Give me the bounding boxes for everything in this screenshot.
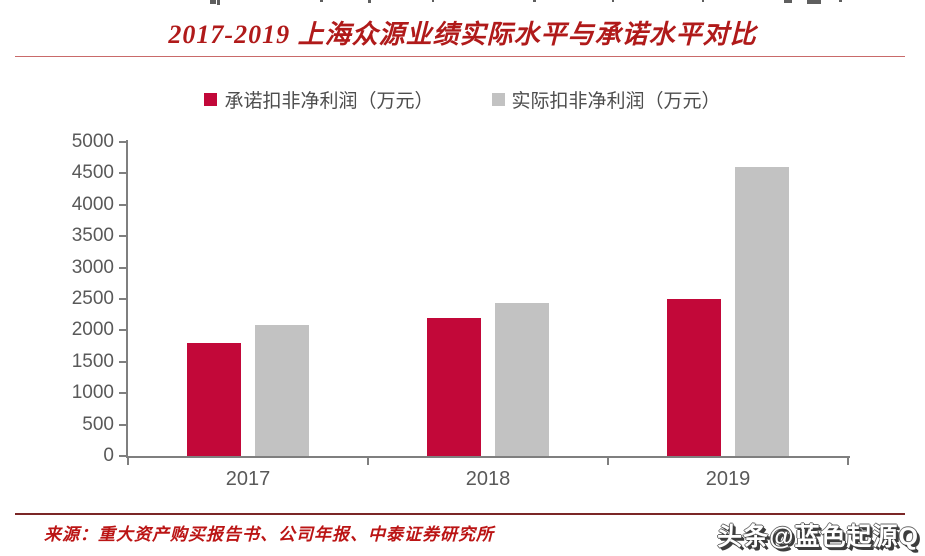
cropped-text-speck	[839, 0, 842, 2]
y-axis-tick	[119, 203, 126, 206]
y-axis-tick-label: 2500	[71, 288, 114, 309]
x-axis-category-label: 2019	[705, 468, 751, 490]
cropped-text-speck	[702, 0, 704, 2]
y-axis-tick-label: 5000	[71, 131, 114, 152]
legend-item-promised: 承诺扣非净利润（万元）	[204, 86, 434, 113]
y-axis-tick-label: 4500	[71, 162, 114, 184]
plot-area: 0 500 1000 1500 2000 2500 3000 3500 4000 4500 5000…	[72, 131, 850, 490]
bar-2019-series1	[735, 167, 789, 456]
y-axis-tick-label: 500	[82, 413, 114, 435]
cropped-text-speck	[432, 0, 434, 2]
x-axis-tick	[127, 458, 129, 465]
x-axis-category-label: 2017	[225, 468, 271, 490]
chart-title: 2017-2019 上海众源业绩实际水平与承诺水平对比	[168, 20, 757, 49]
legend-swatch-gray	[491, 93, 505, 106]
footer-divider	[15, 513, 905, 515]
y-axis-tick	[119, 172, 126, 175]
bar-2017-series1	[255, 325, 309, 456]
legend-swatch-red	[204, 93, 218, 106]
y-axis-tick	[119, 141, 126, 143]
watermark: 头条@蓝色起源Q	[717, 523, 919, 551]
x-axis-tick	[847, 458, 849, 465]
y-axis-tick	[119, 392, 126, 395]
x-axis-tick	[367, 458, 369, 465]
title-divider	[15, 56, 905, 57]
bar-2019-series0	[667, 299, 721, 456]
cropped-text-speck	[612, 0, 614, 2]
x-axis-tick	[607, 458, 609, 465]
y-axis-tick-label: 0	[103, 445, 114, 466]
cropped-text-speck	[784, 0, 792, 3]
legend-label: 承诺扣非净利润（万元）	[224, 91, 434, 112]
y-axis-tick-label: 1500	[71, 350, 114, 372]
legend-label: 实际扣非净利润（万元）	[511, 91, 721, 112]
y-axis-tick	[119, 455, 126, 457]
bar-2017-series0	[187, 342, 241, 456]
y-axis-tick	[119, 360, 126, 363]
y-axis-tick-label: 2000	[71, 319, 114, 341]
legend-item-actual: 实际扣非净利润（万元）	[491, 86, 721, 113]
y-axis-tick	[119, 329, 126, 332]
y-axis-tick	[119, 266, 126, 269]
cropped-text-speck	[217, 0, 220, 5]
y-axis-tick-label: 4000	[71, 193, 114, 215]
bar-2018-series0	[427, 317, 481, 456]
y-axis-tick	[119, 423, 126, 426]
bar-2018-series1	[495, 303, 549, 456]
cropped-text-speck	[807, 0, 821, 4]
cropped-text-speck	[210, 0, 216, 4]
y-axis-line	[126, 140, 128, 458]
x-axis-category-label: 2018	[465, 468, 511, 490]
y-axis-tick	[119, 298, 126, 300]
cropped-text-speck	[368, 0, 371, 3]
source-note: 来源：重大资产购买报告书、公司年报、中泰证券研究所	[44, 525, 494, 544]
cropped-text-speck	[320, 0, 323, 2]
x-axis-line	[126, 456, 850, 458]
y-axis-tick-label: 3000	[71, 256, 114, 278]
y-axis-tick-label: 3500	[71, 225, 114, 247]
y-axis-tick	[119, 235, 126, 238]
legend: 承诺扣非净利润（万元） 实际扣非净利润（万元）	[0, 86, 925, 113]
cropped-text-speck	[533, 0, 536, 2]
y-axis-tick-label: 1000	[71, 382, 114, 404]
